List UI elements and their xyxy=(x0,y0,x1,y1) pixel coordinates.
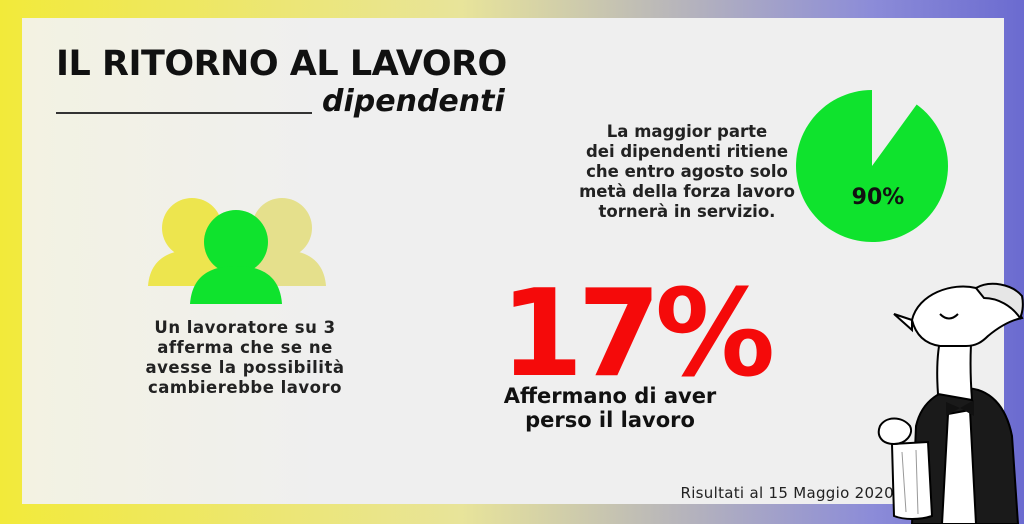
pie-stat-line: dei dipendenti ritiene xyxy=(585,142,789,161)
users-group-icon xyxy=(148,198,326,304)
lost-stat-text: Affermano di aver perso il lavoro xyxy=(480,384,740,432)
pie-slice xyxy=(796,90,949,242)
pie-label: 90% xyxy=(852,185,905,210)
lost-stat-line: Affermano di aver xyxy=(503,384,717,408)
pie-stat-line: che entro agosto solo xyxy=(586,162,788,181)
footer-date: Risultati al 15 Maggio 2020 xyxy=(680,484,894,502)
page-subtitle: dipendenti xyxy=(322,84,505,119)
pie-chart-icon: 90% xyxy=(796,90,949,242)
users-stat-text: Un lavoratore su 3 afferma che se ne ave… xyxy=(110,318,380,398)
pie-stat-line: La maggior parte xyxy=(606,122,768,141)
page-title: IL RITORNO AL LAVORO xyxy=(56,44,507,84)
user-icon-center xyxy=(190,210,282,304)
users-stat-line: Un lavoratore su 3 xyxy=(154,318,336,337)
lost-stat-line: perso il lavoro xyxy=(525,408,695,432)
pie-stat-text: La maggior parte dei dipendenti ritiene … xyxy=(572,122,802,222)
waiter-mascot-illustration xyxy=(877,282,1024,524)
pie-stat-line: metà della forza lavoro xyxy=(579,182,795,201)
big-percentage: 17% xyxy=(500,265,775,404)
users-stat-line: cambierebbe lavoro xyxy=(147,378,342,397)
users-stat-line: afferma che se ne xyxy=(157,338,333,357)
title-divider xyxy=(56,112,312,114)
pie-stat-line: tornerà in servizio. xyxy=(598,202,776,221)
users-stat-line: avesse la possibilità xyxy=(145,358,345,377)
